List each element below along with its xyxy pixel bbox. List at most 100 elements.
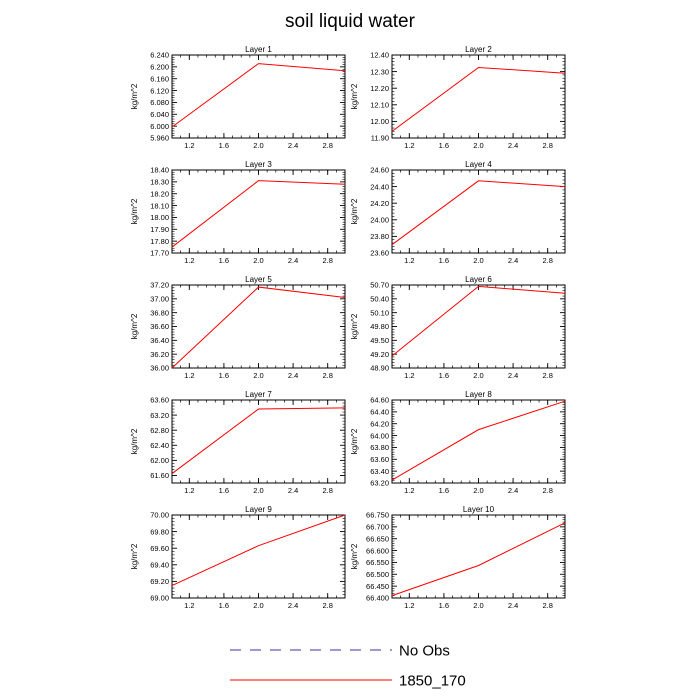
series-line — [171, 514, 346, 587]
y-tick-label: 6.200 — [150, 63, 169, 72]
y-tick-label: 63.60 — [150, 396, 169, 405]
y-tick-label: 37.20 — [150, 281, 169, 290]
y-tick-label: 18.20 — [150, 189, 169, 198]
x-tick-label: 1.6 — [219, 256, 229, 265]
x-tick-label: 2.4 — [508, 256, 518, 265]
chart-panel-1: Layer 1 kg/m^2 1.2 1.6 2.0 2.4 2.8 5.960 6.000 6.… — [130, 45, 346, 150]
y-tick-label: 64.00 — [370, 431, 389, 440]
y-tick-label: 23.60 — [370, 249, 389, 258]
x-tick-label: 2.0 — [253, 371, 263, 380]
x-tick-label: 2.8 — [542, 141, 552, 150]
x-tick-label: 1.6 — [219, 141, 229, 150]
y-tick-label: 12.00 — [370, 117, 389, 126]
y-tick-label: 63.40 — [370, 467, 389, 476]
x-tick-label: 1.2 — [184, 371, 194, 380]
chart-panel-7: Layer 7 kg/m^2 1.2 1.6 2.0 2.4 2.8 61.60 62.00 62… — [130, 390, 346, 495]
y-tick-label: 17.70 — [150, 249, 169, 258]
chart-panel-6: Layer 6 kg/m^2 1.2 1.6 2.0 2.4 2.8 48.90 49.20 49… — [350, 275, 566, 380]
y-tick-label: 12.20 — [370, 84, 389, 93]
x-tick-label: 1.2 — [404, 141, 414, 150]
y-tick-label: 69.80 — [150, 527, 169, 536]
y-axis-label: kg/m^2 — [130, 313, 139, 339]
y-axis-label: kg/m^2 — [350, 198, 359, 224]
y-tick-label: 64.40 — [370, 408, 389, 417]
x-tick-label: 2.0 — [473, 371, 483, 380]
chart-panel-5: Layer 5 kg/m^2 1.2 1.6 2.0 2.4 2.8 36.00 36.20 36… — [130, 275, 346, 380]
y-tick-label: 17.90 — [150, 225, 169, 234]
x-tick-label: 2.4 — [288, 256, 298, 265]
x-tick-label: 2.8 — [322, 371, 332, 380]
y-tick-label: 24.20 — [370, 199, 389, 208]
x-tick-label: 2.0 — [253, 486, 263, 495]
x-tick-label: 1.6 — [439, 256, 449, 265]
plot-frame — [171, 284, 346, 369]
chart-panel-9: Layer 9 kg/m^2 1.2 1.6 2.0 2.4 2.8 69.00 69.20 69… — [130, 505, 346, 610]
y-axis-label: kg/m^2 — [130, 198, 139, 224]
y-tick-label: 36.20 — [150, 350, 169, 359]
y-tick-label: 17.80 — [150, 237, 169, 246]
y-tick-label: 36.00 — [150, 364, 169, 373]
series-line — [391, 66, 566, 132]
y-tick-label: 6.040 — [150, 110, 169, 119]
x-tick-label: 1.2 — [184, 141, 194, 150]
y-tick-label: 48.90 — [370, 364, 389, 373]
chart-panel-2: Layer 2 kg/m^2 1.2 1.6 2.0 2.4 2.8 11.90 12.00 12… — [350, 45, 566, 150]
y-axis-label: kg/m^2 — [130, 428, 139, 454]
y-tick-label: 24.60 — [370, 166, 389, 175]
y-tick-label: 49.50 — [370, 336, 389, 345]
legend: No Obs 1850_170 — [230, 643, 466, 690]
y-tick-label: 36.40 — [150, 336, 169, 345]
y-tick-label: 12.40 — [370, 51, 389, 60]
x-tick-label: 1.2 — [404, 256, 414, 265]
y-tick-label: 66.450 — [366, 582, 389, 591]
y-tick-label: 11.90 — [371, 134, 389, 143]
y-tick-label: 36.60 — [150, 322, 169, 331]
x-tick-label: 2.4 — [288, 601, 298, 610]
y-tick-label: 66.700 — [366, 523, 389, 532]
y-tick-label: 66.750 — [366, 511, 389, 520]
y-tick-label: 63.80 — [370, 443, 389, 452]
plot-frame — [391, 169, 566, 254]
x-tick-label: 1.6 — [219, 371, 229, 380]
y-tick-label: 62.40 — [150, 441, 169, 450]
y-tick-label: 12.30 — [370, 67, 389, 76]
plot-frame — [171, 399, 346, 484]
y-tick-label: 63.20 — [370, 479, 389, 488]
x-tick-label: 2.4 — [288, 486, 298, 495]
x-tick-label: 2.0 — [473, 141, 483, 150]
y-tick-label: 6.160 — [150, 74, 169, 83]
x-tick-label: 1.2 — [404, 486, 414, 495]
plot-frame — [171, 169, 346, 254]
y-tick-label: 62.00 — [150, 456, 169, 465]
series-line — [391, 522, 566, 597]
x-tick-label: 1.6 — [219, 486, 229, 495]
series-line — [171, 63, 346, 128]
y-tick-label: 18.40 — [150, 166, 169, 175]
x-tick-label: 2.8 — [542, 371, 552, 380]
series-line — [391, 285, 566, 357]
y-tick-label: 37.00 — [150, 295, 169, 304]
x-tick-label: 1.2 — [404, 601, 414, 610]
y-tick-label: 61.60 — [150, 471, 169, 480]
y-axis-label: kg/m^2 — [130, 543, 139, 569]
y-tick-label: 49.80 — [370, 322, 389, 331]
y-tick-label: 6.120 — [150, 86, 169, 95]
y-tick-label: 66.650 — [366, 534, 389, 543]
y-tick-label: 70.00 — [150, 511, 169, 520]
x-tick-label: 2.8 — [322, 256, 332, 265]
y-tick-label: 18.00 — [150, 213, 169, 222]
y-tick-label: 50.70 — [370, 281, 389, 290]
y-tick-label: 69.00 — [150, 594, 169, 603]
y-tick-label: 6.000 — [150, 122, 169, 131]
y-tick-label: 64.60 — [370, 396, 389, 405]
y-tick-label: 12.10 — [370, 101, 389, 110]
y-tick-label: 18.10 — [150, 201, 169, 210]
x-tick-label: 2.4 — [508, 141, 518, 150]
panel-title: Layer 6 — [465, 275, 492, 284]
x-tick-label: 2.8 — [322, 601, 332, 610]
series-line — [391, 400, 566, 481]
x-tick-label: 2.4 — [288, 141, 298, 150]
y-tick-label: 36.80 — [150, 308, 169, 317]
y-tick-label: 66.550 — [366, 558, 389, 567]
